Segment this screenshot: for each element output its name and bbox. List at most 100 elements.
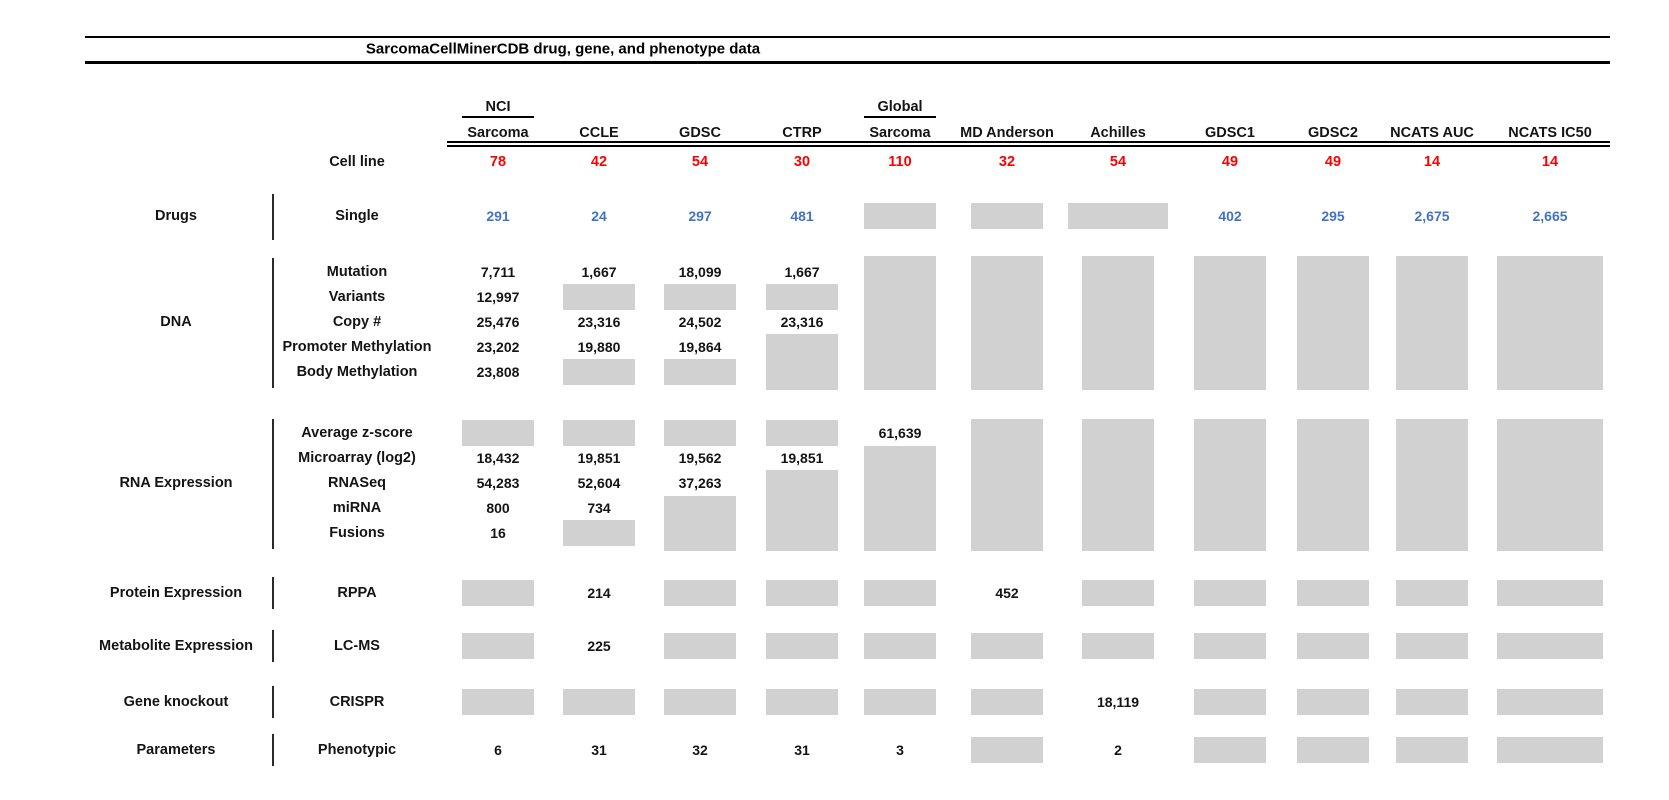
data-value: 19,851 xyxy=(577,450,621,466)
data-value: 18,432 xyxy=(476,450,520,466)
missing-data-block xyxy=(1396,419,1468,551)
row-label: Promoter Methylation xyxy=(282,339,432,355)
cell-line-count: 14 xyxy=(1541,154,1559,170)
missing-data-block xyxy=(1194,256,1266,390)
category-divider xyxy=(272,419,274,549)
data-value: 54,283 xyxy=(476,475,520,491)
missing-data-box xyxy=(1396,689,1468,715)
data-value: 52,604 xyxy=(577,475,621,491)
missing-data-block xyxy=(1297,419,1369,551)
data-value: 12,997 xyxy=(476,289,520,305)
missing-data-box xyxy=(664,633,736,659)
missing-data-block xyxy=(766,470,838,551)
row-label: Mutation xyxy=(326,264,388,280)
missing-data-box xyxy=(563,359,635,385)
missing-data-box xyxy=(462,633,534,659)
data-value: 291 xyxy=(486,208,510,224)
missing-data-box xyxy=(766,689,838,715)
missing-data-box xyxy=(864,580,936,606)
data-value: 19,851 xyxy=(780,450,824,466)
missing-data-block xyxy=(864,446,936,551)
column-header: MD Anderson xyxy=(960,125,1054,141)
cell-line-count: 49 xyxy=(1324,154,1342,170)
title-underline-rule xyxy=(85,61,1610,64)
data-value: 18,119 xyxy=(1096,694,1140,710)
missing-data-box xyxy=(1297,737,1369,763)
data-value: 19,562 xyxy=(678,450,722,466)
row-label: miRNA xyxy=(332,500,382,516)
missing-data-block xyxy=(971,256,1043,390)
row-label: RNASeq xyxy=(327,475,387,491)
missing-data-box xyxy=(462,420,534,446)
category-divider xyxy=(272,630,274,662)
missing-data-box xyxy=(664,580,736,606)
data-value: 18,099 xyxy=(678,264,722,280)
row-label: CRISPR xyxy=(329,694,385,710)
category-label: Metabolite Expression xyxy=(99,638,253,654)
missing-data-box xyxy=(1396,580,1468,606)
missing-data-box xyxy=(1297,580,1369,606)
missing-data-box xyxy=(1497,633,1603,659)
data-value: 1,667 xyxy=(784,264,820,280)
data-value: 23,316 xyxy=(577,314,621,330)
data-value: 214 xyxy=(587,585,611,601)
column-header: NCATS IC50 xyxy=(1508,125,1592,141)
category-label: Gene knockout xyxy=(123,694,229,710)
row-label: RPPA xyxy=(337,585,377,601)
category-label: RNA Expression xyxy=(119,475,233,491)
row-label: Average z-score xyxy=(301,425,413,441)
category-label: Parameters xyxy=(136,742,216,758)
data-value: 800 xyxy=(486,500,510,516)
row-label: Variants xyxy=(328,289,386,305)
missing-data-box xyxy=(462,580,534,606)
data-value: 6 xyxy=(494,742,502,758)
missing-data-box xyxy=(462,689,534,715)
missing-data-box xyxy=(971,633,1043,659)
category-divider xyxy=(272,734,274,766)
category-label: Protein Expression xyxy=(109,585,243,601)
data-value: 2,675 xyxy=(1414,208,1450,224)
data-value: 24 xyxy=(591,208,607,224)
data-value: 2 xyxy=(1114,742,1122,758)
missing-data-block xyxy=(1297,256,1369,390)
data-value: 481 xyxy=(790,208,814,224)
column-header-underline xyxy=(462,116,534,118)
row-label: Phenotypic xyxy=(317,742,397,758)
category-label: DNA xyxy=(160,314,192,330)
data-value: 2,665 xyxy=(1532,208,1568,224)
missing-data-block xyxy=(1497,419,1603,551)
column-header: GDSC1 xyxy=(1205,125,1255,141)
column-header: Sarcoma xyxy=(869,125,931,141)
data-value: 23,316 xyxy=(780,314,824,330)
missing-data-block xyxy=(864,256,936,390)
column-header: Sarcoma xyxy=(467,125,529,141)
missing-data-box xyxy=(1497,689,1603,715)
cell-line-count: 78 xyxy=(489,154,507,170)
missing-data-box xyxy=(1082,580,1154,606)
missing-data-box xyxy=(563,520,635,546)
data-value: 1,667 xyxy=(581,264,617,280)
data-value: 734 xyxy=(587,500,611,516)
missing-data-box xyxy=(1396,633,1468,659)
category-divider xyxy=(272,194,274,240)
missing-data-block xyxy=(766,334,838,390)
category-label: Drugs xyxy=(155,208,197,224)
missing-data-box xyxy=(766,633,838,659)
data-value: 19,864 xyxy=(678,339,722,355)
row-label: Single xyxy=(335,208,379,224)
missing-data-box xyxy=(864,689,936,715)
cell-line-count: 14 xyxy=(1423,154,1441,170)
data-value: 297 xyxy=(688,208,712,224)
column-header: NCATS AUC xyxy=(1390,125,1474,141)
missing-data-box xyxy=(664,689,736,715)
missing-data-box xyxy=(864,203,936,229)
missing-data-box xyxy=(1194,580,1266,606)
data-value: 16 xyxy=(490,525,506,541)
row-label: Body Methylation xyxy=(296,364,418,380)
missing-data-box xyxy=(971,737,1043,763)
data-value: 225 xyxy=(587,638,611,654)
missing-data-box xyxy=(1082,633,1154,659)
missing-data-block xyxy=(1082,419,1154,551)
cell-line-count: 30 xyxy=(793,154,811,170)
